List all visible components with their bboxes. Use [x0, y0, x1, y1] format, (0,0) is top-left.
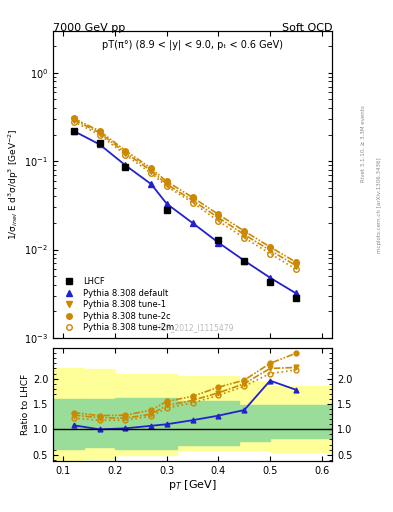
Pythia 8.308 tune-1 — [216, 215, 221, 221]
Pythia 8.308 default — [123, 162, 128, 168]
Y-axis label: Ratio to LHCF: Ratio to LHCF — [21, 374, 30, 435]
Pythia 8.308 tune-1 — [164, 181, 169, 187]
Pythia 8.308 default — [268, 274, 272, 281]
LHCF — [216, 237, 221, 243]
LHCF — [164, 207, 169, 213]
Pythia 8.308 tune-2m — [123, 152, 128, 158]
Pythia 8.308 tune-2m — [72, 119, 76, 125]
Pythia 8.308 tune-2c — [242, 228, 246, 234]
LHCF — [72, 128, 76, 134]
Pythia 8.308 tune-2m — [149, 170, 154, 176]
Pythia 8.308 tune-1 — [149, 168, 154, 174]
Pythia 8.308 default — [294, 290, 298, 296]
LHCF — [268, 279, 272, 285]
Line: LHCF: LHCF — [70, 127, 299, 302]
Pythia 8.308 tune-2c — [149, 165, 154, 172]
Text: Soft QCD: Soft QCD — [282, 23, 332, 33]
Pythia 8.308 tune-2m — [242, 234, 246, 241]
Pythia 8.308 tune-2c — [268, 244, 272, 250]
Pythia 8.308 tune-2c — [294, 259, 298, 265]
Pythia 8.308 tune-1 — [97, 130, 102, 136]
LHCF — [242, 258, 246, 264]
Line: Pythia 8.308 tune-2c: Pythia 8.308 tune-2c — [71, 116, 299, 265]
Pythia 8.308 tune-2c — [216, 211, 221, 218]
Pythia 8.308 default — [72, 128, 76, 134]
LHCF — [97, 140, 102, 146]
Pythia 8.308 tune-2m — [294, 266, 298, 272]
Pythia 8.308 default — [164, 201, 169, 207]
Pythia 8.308 default — [190, 220, 195, 226]
Pythia 8.308 tune-1 — [123, 150, 128, 156]
Pythia 8.308 tune-1 — [294, 263, 298, 269]
Pythia 8.308 default — [216, 240, 221, 246]
Pythia 8.308 tune-2m — [190, 200, 195, 206]
Line: Pythia 8.308 tune-2m: Pythia 8.308 tune-2m — [71, 119, 299, 272]
Line: Pythia 8.308 tune-1: Pythia 8.308 tune-1 — [71, 117, 299, 268]
Text: mcplots.cern.ch [arXiv:1306.3436]: mcplots.cern.ch [arXiv:1306.3436] — [377, 157, 382, 252]
Text: LHCF_2012_I1115479: LHCF_2012_I1115479 — [151, 323, 234, 332]
Legend: LHCF, Pythia 8.308 default, Pythia 8.308 tune-1, Pythia 8.308 tune-2c, Pythia 8.: LHCF, Pythia 8.308 default, Pythia 8.308… — [57, 275, 176, 334]
Pythia 8.308 tune-2c — [72, 115, 76, 121]
Pythia 8.308 tune-1 — [242, 231, 246, 238]
Text: 7000 GeV pp: 7000 GeV pp — [53, 23, 125, 33]
Pythia 8.308 tune-2m — [97, 132, 102, 138]
Text: Rivet 3.1.10, ≥ 3.3M events: Rivet 3.1.10, ≥ 3.3M events — [361, 105, 366, 182]
LHCF — [294, 295, 298, 302]
Pythia 8.308 tune-2c — [123, 147, 128, 154]
Pythia 8.308 tune-2m — [268, 250, 272, 257]
Pythia 8.308 tune-2c — [164, 178, 169, 184]
LHCF — [123, 164, 128, 170]
Pythia 8.308 tune-2m — [164, 183, 169, 189]
Pythia 8.308 tune-1 — [72, 117, 76, 123]
Y-axis label: 1/σ$_{inel}$ E d$^3$σ/dp$^3$ [GeV$^{-2}$]: 1/σ$_{inel}$ E d$^3$σ/dp$^3$ [GeV$^{-2}$… — [7, 129, 22, 240]
Text: pT(π°) (8.9 < |y| < 9.0, pₜ < 0.6 GeV): pT(π°) (8.9 < |y| < 9.0, pₜ < 0.6 GeV) — [102, 40, 283, 51]
Pythia 8.308 default — [242, 258, 246, 264]
Pythia 8.308 default — [149, 181, 154, 187]
Pythia 8.308 tune-2c — [190, 194, 195, 200]
Line: Pythia 8.308 default: Pythia 8.308 default — [71, 128, 299, 296]
Pythia 8.308 tune-2c — [97, 128, 102, 134]
X-axis label: p$_T$ [GeV]: p$_T$ [GeV] — [168, 478, 217, 493]
Pythia 8.308 default — [97, 141, 102, 147]
Pythia 8.308 tune-1 — [190, 197, 195, 203]
Pythia 8.308 tune-2m — [216, 218, 221, 224]
Pythia 8.308 tune-1 — [268, 247, 272, 253]
